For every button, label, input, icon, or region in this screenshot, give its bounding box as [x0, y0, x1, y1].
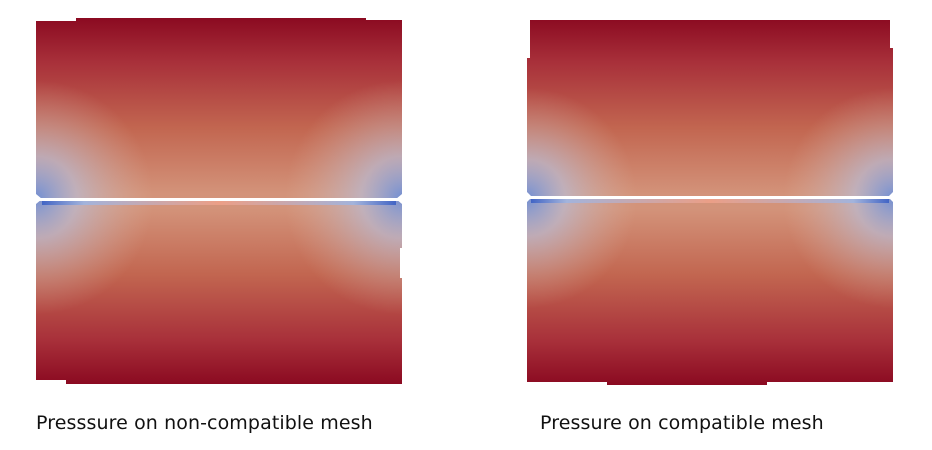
crack-line — [527, 196, 893, 199]
pressure-plot-non-compatible — [36, 18, 402, 384]
caption-non-compatible: Presssure on non-compatible mesh — [36, 412, 373, 434]
caption-compatible: Pressure on compatible mesh — [540, 412, 824, 434]
pressure-field-svg — [36, 18, 402, 384]
crack-line — [36, 198, 402, 201]
pressure-plot-compatible — [527, 18, 893, 385]
pressure-field-svg — [527, 18, 893, 385]
